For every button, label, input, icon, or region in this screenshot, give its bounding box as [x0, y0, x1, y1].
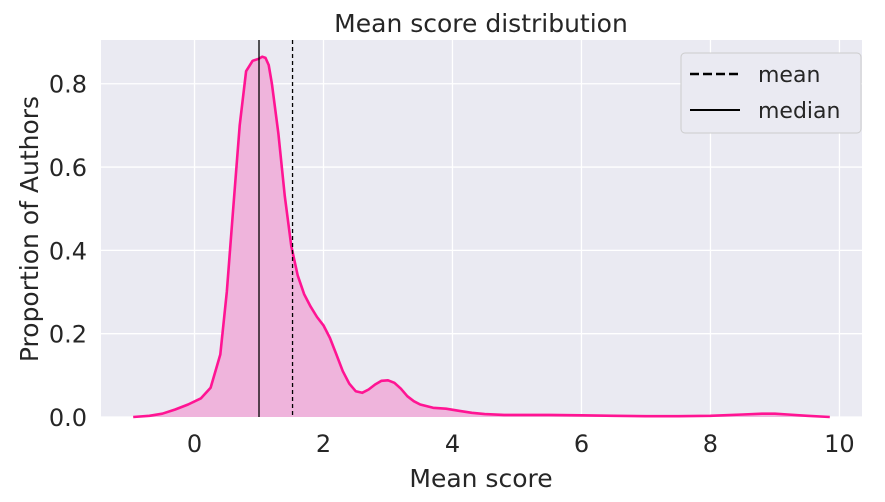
x-tick-label: 4 — [445, 430, 460, 458]
legend-item-mean: mean — [758, 63, 820, 88]
y-tick-label: 0.4 — [49, 237, 87, 265]
x-tick-label: 10 — [824, 430, 855, 458]
x-axis-label: Mean score — [409, 464, 552, 493]
y-tick-label: 0.8 — [49, 71, 87, 99]
reference-lines — [258, 40, 294, 417]
kde-area-fill — [133, 56, 830, 417]
series-layer — [133, 55, 830, 419]
x-tick-label: 6 — [574, 430, 589, 458]
tick-labels: 0 2 4 6 8 10 0.0 0.2 0.4 0.6 0.8 — [49, 71, 855, 458]
legend-box — [680, 52, 862, 134]
x-tick-label: 0 — [187, 430, 202, 458]
x-tick-label: 8 — [703, 430, 718, 458]
legend-item-median: median — [758, 99, 840, 124]
y-tick-label: 0.0 — [49, 404, 87, 432]
legend: mean median — [680, 52, 862, 134]
y-tick-label: 0.2 — [49, 321, 87, 349]
kde-curve — [133, 55, 830, 419]
chart-title: Mean score distribution — [334, 9, 628, 38]
x-tick-label: 2 — [316, 430, 331, 458]
y-axis-label: Proportion of Authors — [15, 96, 44, 362]
y-tick-label: 0.6 — [49, 154, 87, 182]
